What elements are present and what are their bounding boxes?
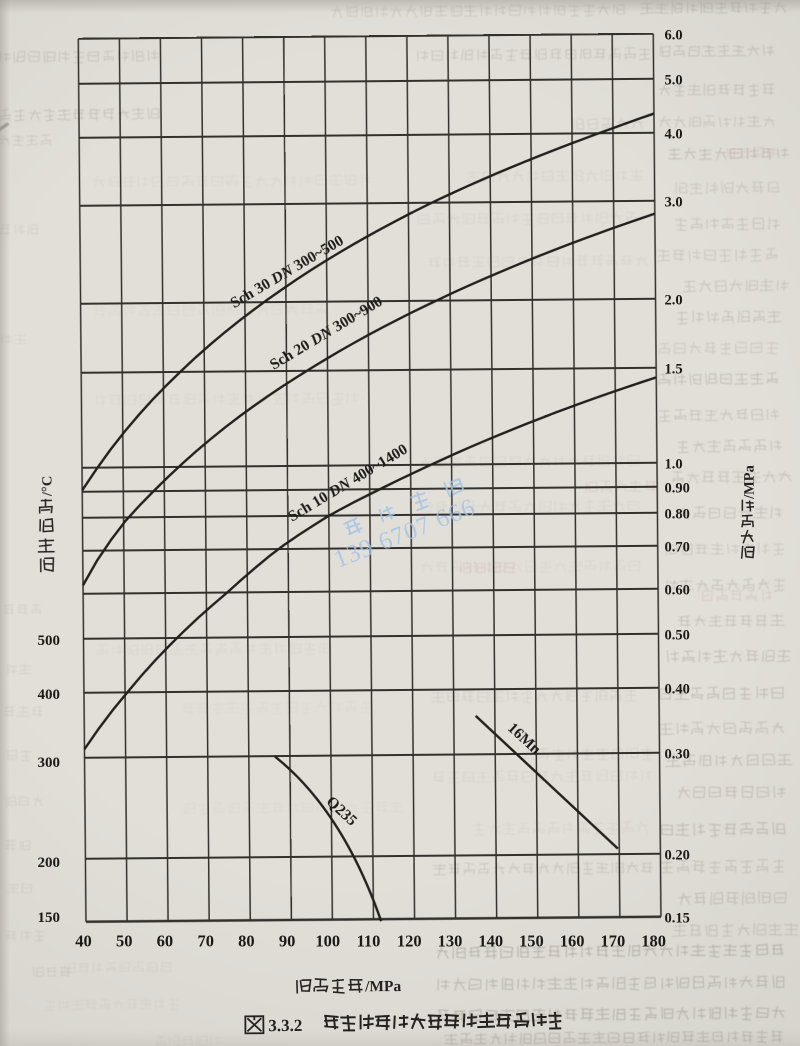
svg-text:0.70: 0.70 (665, 540, 690, 556)
svg-text:/°C: /°C (40, 476, 56, 497)
svg-text:60: 60 (157, 932, 174, 951)
svg-text:180: 180 (641, 932, 666, 951)
svg-text:300: 300 (38, 755, 61, 771)
svg-text:/MPa: /MPa (364, 978, 402, 995)
svg-text:16Mn: 16Mn (504, 719, 544, 758)
svg-text:130: 130 (438, 932, 463, 951)
svg-text:3.0: 3.0 (665, 195, 683, 211)
svg-text:3.3.2: 3.3.2 (268, 1016, 302, 1035)
svg-text:150: 150 (519, 932, 544, 951)
svg-text:40: 40 (75, 932, 92, 951)
svg-text:0.50: 0.50 (665, 628, 690, 644)
svg-text:100: 100 (315, 932, 340, 951)
svg-text:80: 80 (238, 932, 255, 951)
svg-text:0.40: 0.40 (665, 682, 690, 698)
svg-text:400: 400 (38, 687, 61, 703)
svg-text:0.60: 0.60 (665, 583, 690, 599)
svg-text:150: 150 (38, 910, 61, 926)
svg-text:Q235: Q235 (323, 793, 361, 830)
svg-text:6.0: 6.0 (665, 28, 683, 44)
svg-text:70: 70 (197, 932, 214, 951)
svg-text:/MPa: /MPa (742, 464, 758, 500)
svg-text:5.0: 5.0 (665, 73, 683, 89)
svg-text:1.5: 1.5 (665, 362, 683, 378)
svg-text:0.20: 0.20 (665, 848, 690, 864)
svg-text:120: 120 (397, 932, 422, 951)
svg-text:2.0: 2.0 (665, 293, 683, 309)
svg-text:Sch 30 DN 300~500: Sch 30 DN 300~500 (228, 232, 347, 312)
svg-text:0.30: 0.30 (665, 747, 690, 763)
svg-text:90: 90 (279, 932, 296, 951)
svg-text:0.90: 0.90 (665, 481, 690, 497)
svg-text:500: 500 (38, 633, 61, 649)
svg-text:160: 160 (560, 932, 585, 951)
svg-text:50: 50 (116, 932, 133, 951)
svg-text:170: 170 (601, 932, 626, 951)
svg-text:110: 110 (357, 932, 381, 951)
svg-text:1.0: 1.0 (665, 457, 683, 473)
svg-text:0.80: 0.80 (665, 507, 690, 523)
svg-text:140: 140 (478, 932, 503, 951)
svg-text:0.15: 0.15 (665, 911, 690, 927)
svg-text:4.0: 4.0 (665, 127, 683, 143)
svg-text:200: 200 (38, 855, 61, 871)
